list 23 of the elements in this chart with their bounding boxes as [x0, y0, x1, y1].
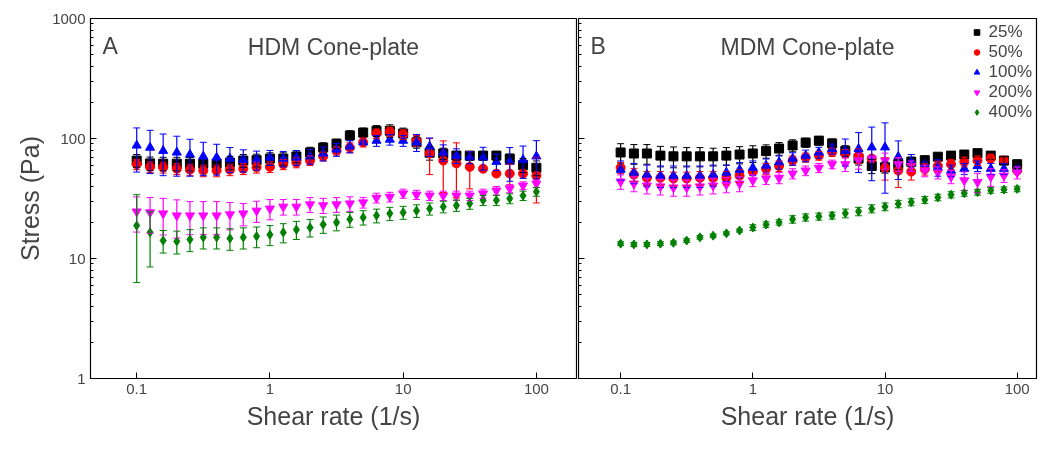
x-tick-label: 1: [748, 379, 757, 397]
x-tick-label: 10: [394, 379, 412, 397]
x-tick-label: 0.1: [610, 379, 632, 397]
x-tick-label: 0.1: [126, 379, 148, 397]
y-tick-label: 100: [60, 129, 86, 147]
x-axis-title: Shear rate (1/s): [246, 401, 421, 430]
text: HDM Cone-plate: [247, 33, 420, 60]
x-tick-label: 100: [523, 379, 549, 397]
y-tick-label: 10: [68, 249, 86, 267]
x-tick-label: 10: [876, 379, 894, 397]
legend-label: 200%: [988, 82, 1032, 102]
text: MDM Cone-plate: [720, 33, 895, 60]
annotation: B: [590, 32, 606, 59]
x-tick-label: 1: [265, 379, 275, 397]
annotation: A: [102, 32, 119, 59]
x-tick-label: 100: [1004, 379, 1030, 397]
y-axis-title: Stress (Pa): [16, 135, 45, 262]
y-tick-label: 1000: [52, 9, 86, 27]
legend-label: 100%: [988, 62, 1032, 82]
legend-label: 400%: [988, 102, 1032, 122]
legend-label: 50%: [988, 42, 1023, 62]
x-axis-title: Shear rate (1/s): [720, 401, 895, 430]
legend-label: 25%: [988, 22, 1023, 42]
